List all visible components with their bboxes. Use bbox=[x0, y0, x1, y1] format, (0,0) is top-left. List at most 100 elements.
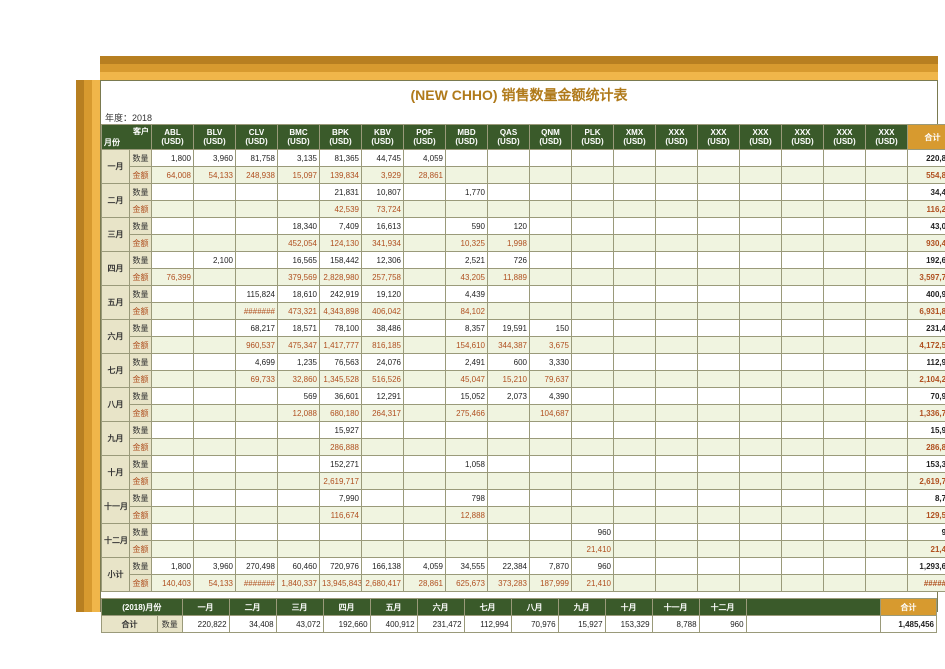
qty-cell: 18,340 bbox=[278, 218, 320, 235]
qty-cell bbox=[404, 184, 446, 201]
amt-cell: 54,133 bbox=[194, 167, 236, 184]
subtotal-qty-cell: 960 bbox=[572, 558, 614, 575]
qty-cell: 68,217 bbox=[236, 320, 278, 337]
summary-cell: 192,660 bbox=[323, 616, 370, 633]
amt-cell bbox=[740, 201, 782, 218]
customer-header: XXX(USD) bbox=[656, 125, 698, 150]
qty-cell bbox=[488, 524, 530, 541]
amt-cell bbox=[530, 439, 572, 456]
qty-cell bbox=[530, 150, 572, 167]
qty-cell bbox=[362, 422, 404, 439]
amt-label: 金额 bbox=[130, 303, 152, 320]
subtotal-amt-cell: 187,999 bbox=[530, 575, 572, 592]
qty-cell: 19,120 bbox=[362, 286, 404, 303]
amt-cell bbox=[152, 439, 194, 456]
amt-cell bbox=[404, 473, 446, 490]
qty-cell bbox=[236, 422, 278, 439]
summary-month-header: 五月 bbox=[370, 599, 417, 616]
amt-cell bbox=[488, 507, 530, 524]
amt-label: 金额 bbox=[130, 507, 152, 524]
qty-label: 数量 bbox=[130, 524, 152, 541]
qty-total: 8,788 bbox=[908, 490, 945, 507]
qty-cell bbox=[698, 286, 740, 303]
amt-cell bbox=[572, 337, 614, 354]
summary-left-header: (2018)月份 bbox=[102, 599, 183, 616]
amt-cell bbox=[698, 473, 740, 490]
qty-cell bbox=[740, 184, 782, 201]
amt-cell bbox=[152, 201, 194, 218]
amt-cell: 473,321 bbox=[278, 303, 320, 320]
amt-label: 金额 bbox=[130, 337, 152, 354]
qty-cell bbox=[614, 150, 656, 167]
amt-cell bbox=[194, 303, 236, 320]
subtotal-amt-cell bbox=[866, 575, 908, 592]
qty-total: 70,976 bbox=[908, 388, 945, 405]
amt-cell bbox=[740, 541, 782, 558]
summary-month-header: 十月 bbox=[605, 599, 652, 616]
qty-cell bbox=[530, 286, 572, 303]
qty-cell: 81,758 bbox=[236, 150, 278, 167]
amt-cell bbox=[194, 337, 236, 354]
summary-cell: 400,912 bbox=[370, 616, 417, 633]
qty-total: 220,822 bbox=[908, 150, 945, 167]
amt-cell bbox=[194, 235, 236, 252]
subtotal-qty-cell: 270,498 bbox=[236, 558, 278, 575]
qty-cell: 21,831 bbox=[320, 184, 362, 201]
amt-cell bbox=[488, 405, 530, 422]
subtotal-qty-cell: 34,555 bbox=[446, 558, 488, 575]
amt-cell bbox=[236, 405, 278, 422]
amt-cell bbox=[278, 507, 320, 524]
subtotal-qty-cell: 60,460 bbox=[278, 558, 320, 575]
amt-cell bbox=[656, 269, 698, 286]
amt-cell bbox=[698, 371, 740, 388]
qty-cell bbox=[194, 490, 236, 507]
amt-cell: 379,569 bbox=[278, 269, 320, 286]
qty-cell bbox=[236, 524, 278, 541]
qty-cell: 36,601 bbox=[320, 388, 362, 405]
qty-cell bbox=[740, 286, 782, 303]
qty-cell bbox=[530, 218, 572, 235]
qty-cell bbox=[362, 524, 404, 541]
amt-cell bbox=[698, 303, 740, 320]
customer-header: XXX(USD) bbox=[782, 125, 824, 150]
qty-cell bbox=[152, 354, 194, 371]
amt-cell bbox=[614, 507, 656, 524]
amt-cell: 2,619,717 bbox=[320, 473, 362, 490]
summary-cell: 43,072 bbox=[276, 616, 323, 633]
qty-cell bbox=[656, 524, 698, 541]
qty-cell: 600 bbox=[488, 354, 530, 371]
amt-cell bbox=[698, 201, 740, 218]
month-label: 三月 bbox=[102, 218, 130, 252]
amt-cell bbox=[446, 541, 488, 558]
qty-cell bbox=[698, 422, 740, 439]
qty-label: 数量 bbox=[130, 422, 152, 439]
amt-cell: 15,097 bbox=[278, 167, 320, 184]
qty-cell bbox=[656, 456, 698, 473]
amt-cell bbox=[194, 405, 236, 422]
qty-cell bbox=[656, 320, 698, 337]
qty-cell bbox=[152, 184, 194, 201]
subtotal-amt-cell: 140,403 bbox=[152, 575, 194, 592]
amt-cell bbox=[656, 439, 698, 456]
amt-cell bbox=[824, 235, 866, 252]
amt-cell bbox=[698, 235, 740, 252]
qty-cell bbox=[488, 490, 530, 507]
amt-label: 金额 bbox=[130, 575, 152, 592]
qty-cell bbox=[530, 422, 572, 439]
qty-cell bbox=[404, 354, 446, 371]
month-label: 八月 bbox=[102, 388, 130, 422]
subtotal-amt-cell bbox=[698, 575, 740, 592]
qty-cell bbox=[740, 524, 782, 541]
amt-cell: 680,180 bbox=[320, 405, 362, 422]
amt-cell bbox=[446, 167, 488, 184]
summary-cell: 231,472 bbox=[417, 616, 464, 633]
amt-cell bbox=[152, 541, 194, 558]
amt-cell bbox=[194, 201, 236, 218]
amt-cell: 275,466 bbox=[446, 405, 488, 422]
amt-label: 金额 bbox=[130, 405, 152, 422]
qty-cell bbox=[740, 354, 782, 371]
amt-cell bbox=[194, 507, 236, 524]
amt-cell bbox=[866, 167, 908, 184]
qty-cell: 798 bbox=[446, 490, 488, 507]
subtotal-amt-total: ####### bbox=[908, 575, 945, 592]
